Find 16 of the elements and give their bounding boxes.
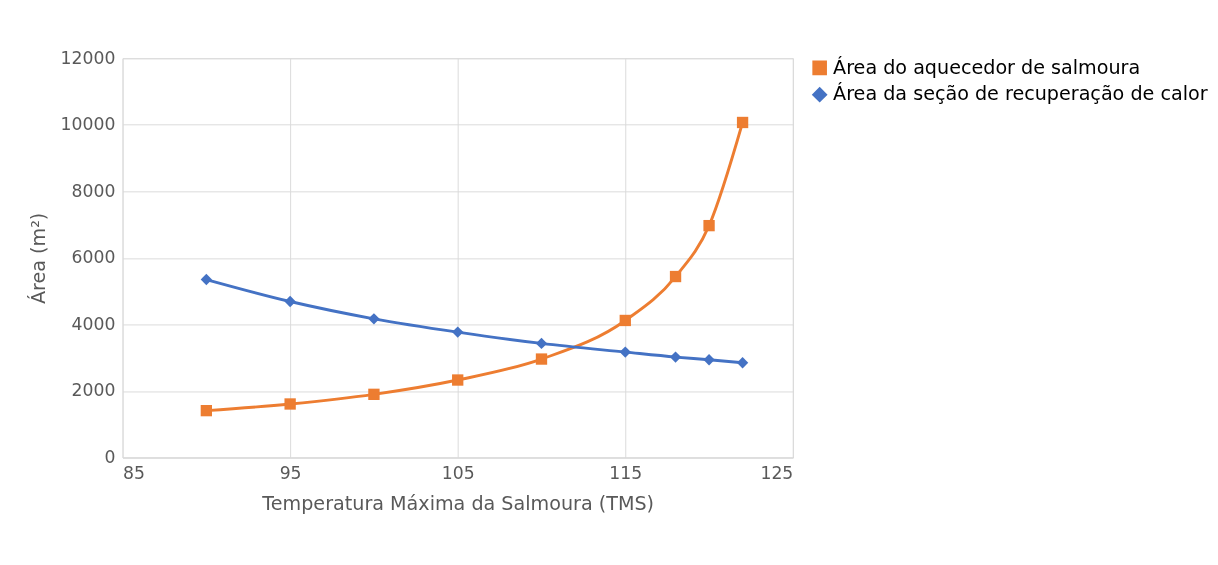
- x-axis-title: Temperatura Máxima da Salmoura (TMS): [261, 491, 655, 515]
- y-tick-label: 4000: [71, 313, 116, 334]
- y-tick-label: 12000: [60, 47, 116, 68]
- x-tick-label: 125: [760, 463, 794, 484]
- y-tick-label: 8000: [71, 180, 116, 201]
- y-axis-title: Área (m²): [27, 212, 51, 305]
- x-tick-label: 105: [441, 463, 475, 484]
- legend-label: Área do aquecedor de salmoura: [833, 55, 1141, 79]
- y-tick-label: 0: [104, 446, 116, 467]
- legend-label: Área da seção de recuperação de calor: [833, 82, 1208, 106]
- x-tick-label: 115: [609, 463, 643, 484]
- y-tick-label: 10000: [60, 114, 116, 135]
- y-tick-label: 6000: [71, 247, 116, 268]
- y-tick-label: 2000: [71, 380, 116, 401]
- x-tick-label: 85: [123, 463, 145, 484]
- x-tick-label: 95: [279, 463, 302, 484]
